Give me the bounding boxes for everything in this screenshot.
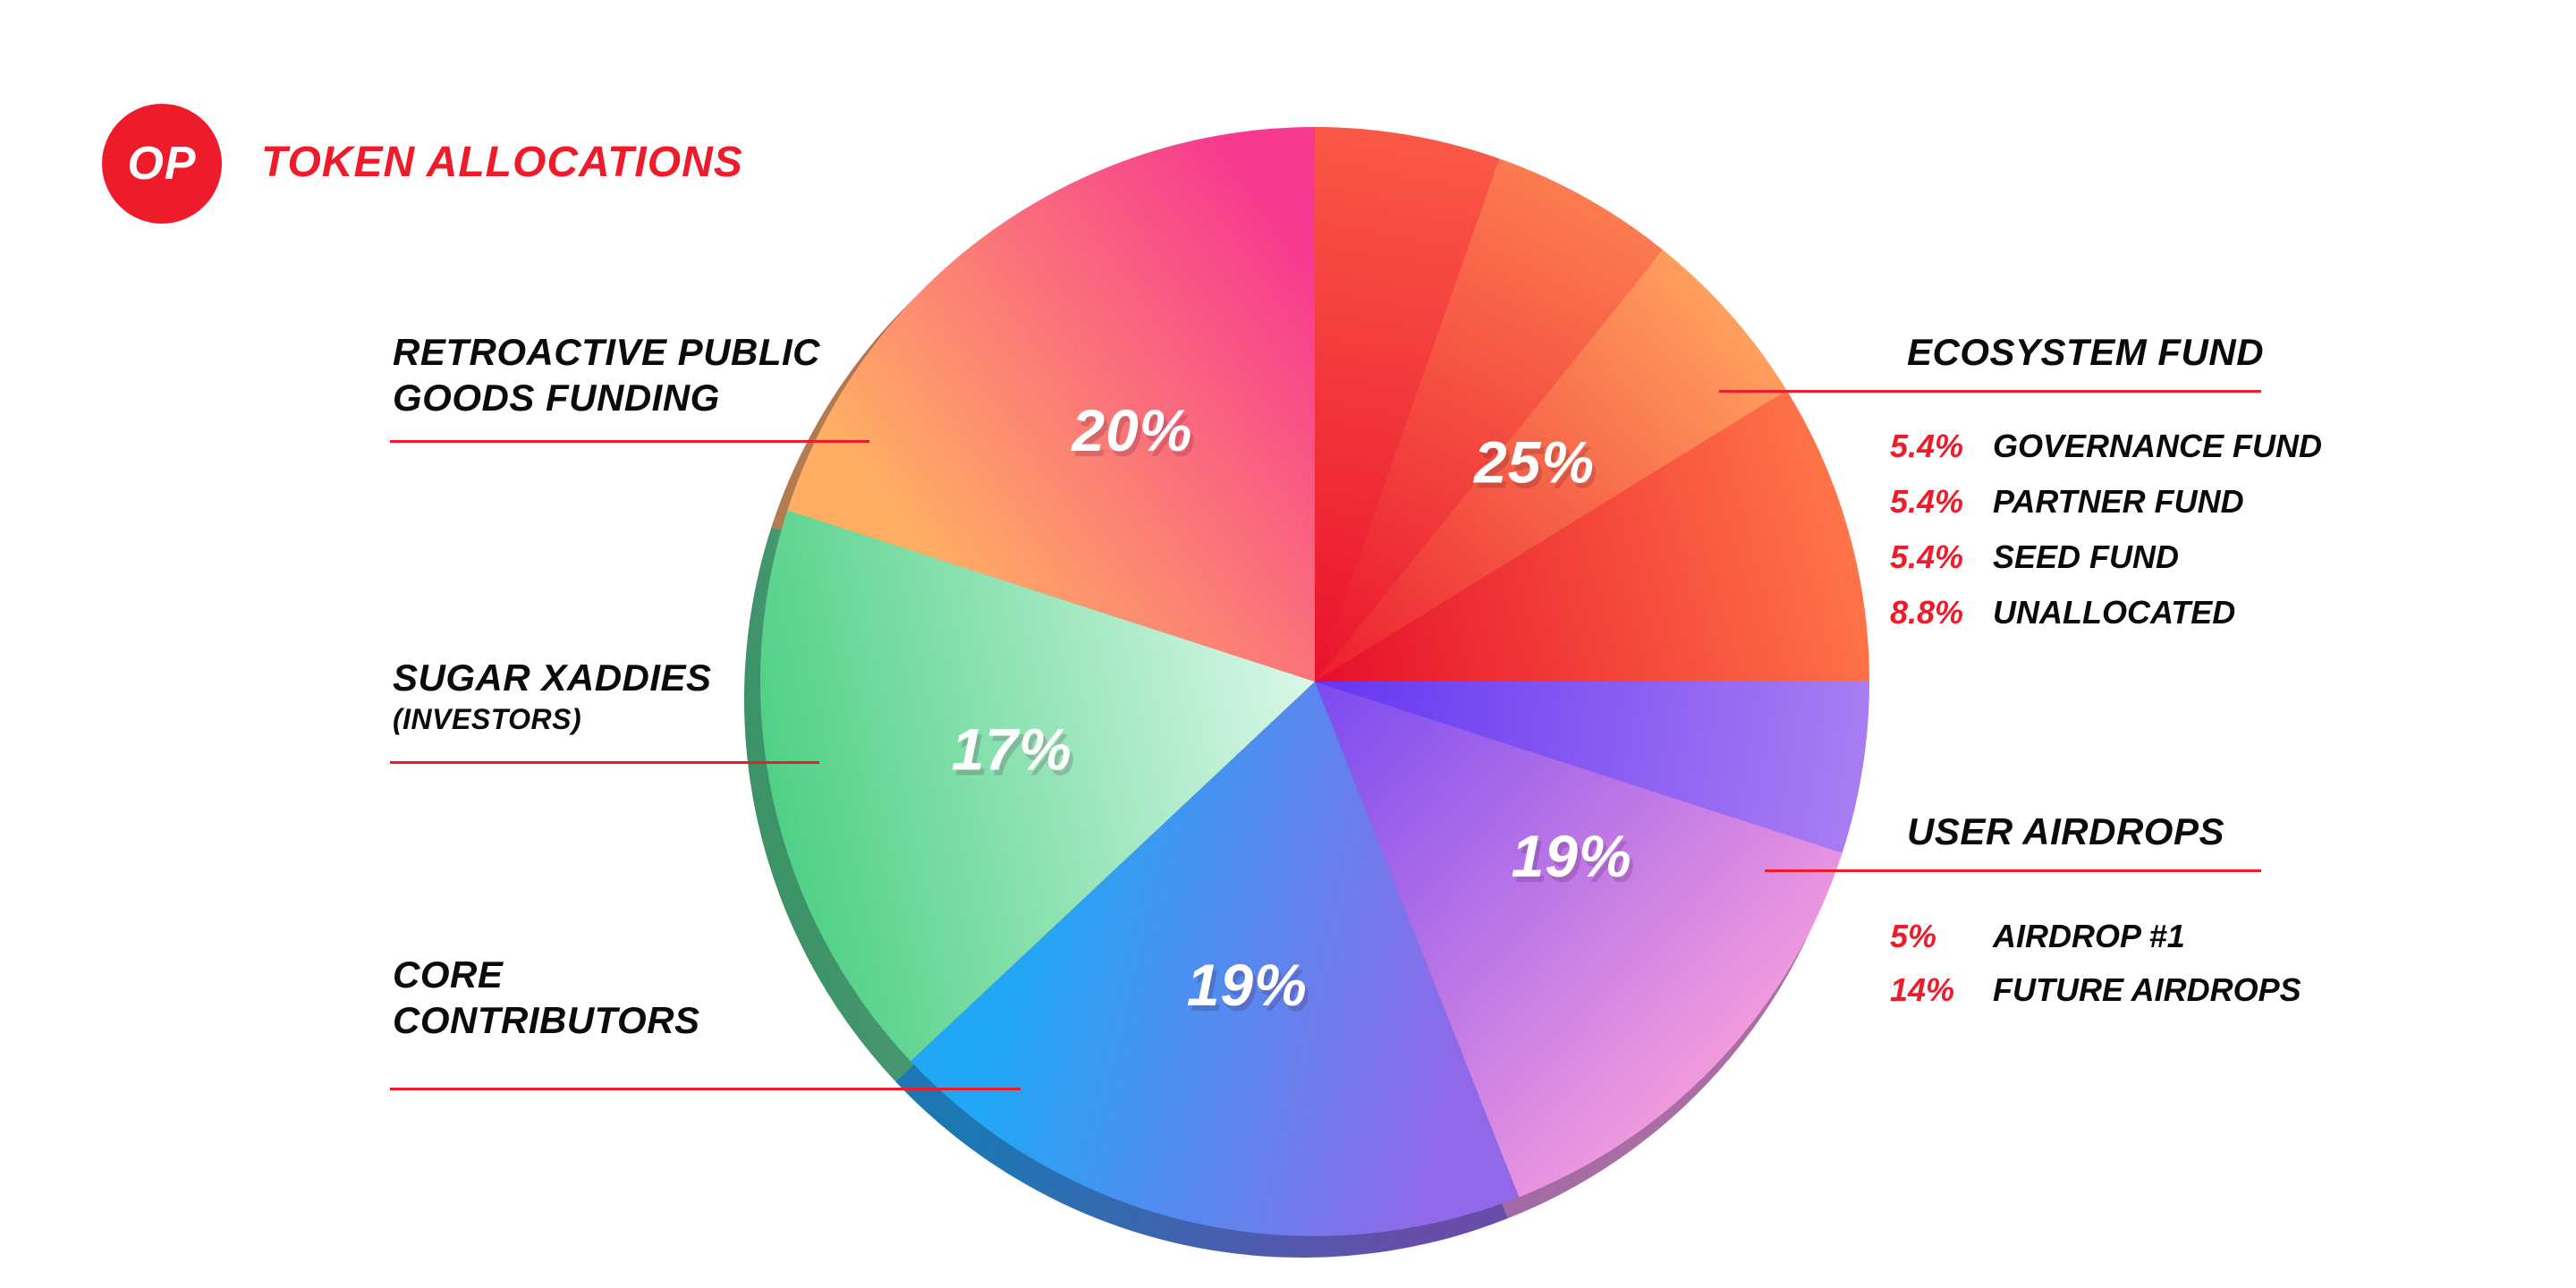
airdrop-items: 5% AIRDROP #1 14% FUTURE AIRDROPS bbox=[1890, 918, 2301, 1025]
label-line: GOODS FUNDING bbox=[393, 377, 720, 419]
allocation-percent: 5.4% bbox=[1890, 538, 1964, 575]
allocation-name: UNALLOCATED bbox=[1993, 594, 2236, 631]
label-line: RETROACTIVE PUBLIC bbox=[393, 331, 821, 373]
allocation-name: AIRDROP #1 bbox=[1993, 918, 2185, 954]
slice-percent-label-shadow: 17% bbox=[955, 722, 1076, 788]
allocation-name: FUTURE AIRDROPS bbox=[1993, 971, 2301, 1008]
op-logo-text: OP bbox=[127, 138, 197, 190]
pie-segment-sugar-xaddies bbox=[760, 510, 1315, 1062]
pie-segment-retroactive-public-goods-funding bbox=[787, 127, 1315, 682]
slice-percent-label-user-airdrops: 19% bbox=[1512, 823, 1632, 889]
slice-percent-label-ecosystem-fund: 25% bbox=[1472, 428, 1595, 495]
label-line: CONTRIBUTORS bbox=[393, 999, 700, 1041]
allocation-name: GOVERNANCE FUND bbox=[1993, 428, 2323, 464]
pie-segment-governance-fund bbox=[1315, 127, 1500, 682]
label-line: CORE bbox=[393, 953, 504, 996]
allocation-item: 8.8% UNALLOCATED bbox=[1890, 594, 2322, 649]
allocation-percent: 14% bbox=[1890, 971, 1955, 1008]
leader-line-core-contributors bbox=[390, 1088, 1021, 1090]
pie-slices bbox=[760, 127, 1869, 1236]
leader-line-ecosystem-fund bbox=[1719, 390, 2261, 393]
slice-percent-label-shadow: 25% bbox=[1476, 434, 1598, 500]
allocation-name: SEED FUND bbox=[1993, 538, 2180, 575]
allocation-item: 5.4% GOVERNANCE FUND bbox=[1890, 428, 2322, 483]
label-core-contributors: CORE CONTRIBUTORS bbox=[393, 952, 700, 1043]
leader-line-retroactive bbox=[390, 440, 869, 443]
allocation-item: 14% FUTURE AIRDROPS bbox=[1890, 971, 2301, 1025]
label-line: (INVESTORS) bbox=[393, 703, 582, 735]
allocation-item: 5.4% PARTNER FUND bbox=[1890, 483, 2322, 538]
heading-user-airdrops: USER AIRDROPS bbox=[1907, 810, 2224, 852]
pie-segment-unallocated bbox=[1315, 390, 1869, 682]
slice-percent-label-core-contributors: 19% bbox=[1187, 952, 1308, 1018]
pie-segment-core-contributors bbox=[911, 682, 1520, 1236]
pie-segment-airdrop-1 bbox=[1315, 682, 1869, 853]
heading-ecosystem-fund: ECOSYSTEM FUND bbox=[1907, 331, 2265, 373]
slice-percent-label-shadow: 19% bbox=[1515, 828, 1636, 894]
allocation-item: 5.4% SEED FUND bbox=[1890, 538, 2322, 594]
pie-segment-seed-fund bbox=[1315, 250, 1787, 682]
label-sugar-xaddies: SUGAR XADDIES (INVESTORS) bbox=[393, 655, 712, 738]
slice-percent-label-shadow: 19% bbox=[1191, 957, 1311, 1023]
ecosystem-items: 5.4% GOVERNANCE FUND 5.4% PARTNER FUND 5.4% S… bbox=[1890, 428, 2322, 649]
slice-percent-label-sugar-xaddies-investors: 17% bbox=[952, 716, 1072, 783]
allocation-percent: 5.4% bbox=[1890, 428, 1964, 464]
leader-line-user-airdrops bbox=[1765, 869, 2261, 872]
pie-segment-partner-fund bbox=[1315, 158, 1664, 682]
slice-percent-label-retroactive-public-goods-funding: 20% bbox=[1070, 397, 1192, 463]
leader-line-sugar-xaddies bbox=[390, 761, 819, 764]
op-logo: OP bbox=[102, 104, 222, 224]
allocation-item: 5% AIRDROP #1 bbox=[1890, 918, 2301, 971]
label-line: SUGAR XADDIES bbox=[393, 657, 712, 699]
pie-segment-future-airdrops bbox=[1315, 682, 1843, 1198]
allocation-percent: 5.4% bbox=[1890, 483, 1964, 520]
label-retroactive-public-goods-funding: RETROACTIVE PUBLIC GOODS FUNDING bbox=[393, 329, 820, 420]
allocation-percent: 8.8% bbox=[1890, 594, 1964, 631]
slice-percent-label-shadow: 20% bbox=[1073, 402, 1196, 469]
page-title: TOKEN ALLOCATIONS bbox=[261, 139, 743, 186]
allocation-percent: 5% bbox=[1890, 918, 1937, 954]
allocation-name: PARTNER FUND bbox=[1993, 483, 2244, 520]
